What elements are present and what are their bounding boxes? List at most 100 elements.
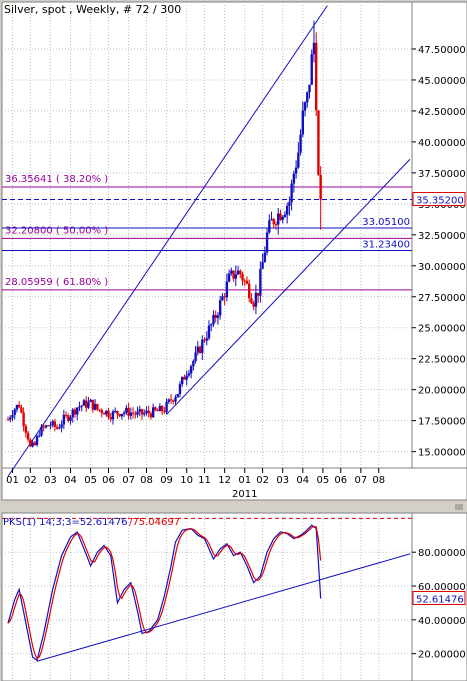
candle-body (154, 407, 157, 411)
candle-body (147, 410, 150, 414)
candle-body (232, 270, 235, 279)
time-tick-label: 04 (296, 475, 309, 486)
price-tick-label: 15.00000 (418, 448, 466, 459)
candle-body (189, 366, 193, 374)
time-tick-label: 05 (84, 475, 97, 486)
candle-body (71, 409, 74, 418)
candle-body (216, 315, 220, 319)
trend-line (166, 158, 411, 415)
candle-body (308, 84, 311, 93)
chart-title: Silver, spot , Weekly, # 72 / 300 (4, 3, 181, 16)
candle-body (299, 134, 302, 153)
price-tick-label: 40.00000 (418, 138, 466, 149)
candle-body (187, 373, 191, 376)
candle-body (181, 377, 184, 385)
candle-body (227, 273, 231, 282)
candle-body (201, 339, 204, 353)
candle-body (140, 409, 144, 415)
fib-level-label: 32.20800 ( 50.00% ) (5, 225, 108, 236)
candle-body (174, 397, 177, 402)
price-tick-label: 37.50000 (418, 169, 466, 180)
candle-body (91, 399, 95, 410)
candle-body (98, 409, 101, 411)
candle-body (256, 292, 260, 296)
candle-body (42, 426, 45, 428)
candle-body (221, 296, 224, 301)
candle-body (292, 173, 296, 184)
candle-body (107, 410, 110, 418)
candle-body (9, 417, 12, 420)
time-tick-label: 01 (6, 475, 19, 486)
main-price-axis (411, 1, 467, 469)
price-tick-label: 30.00000 (418, 262, 466, 273)
candle-body (55, 426, 59, 429)
candle-body (250, 298, 253, 304)
candle-body (73, 409, 77, 415)
time-tick-label: 11 (198, 475, 211, 486)
candle-body (203, 339, 206, 341)
candle-body (38, 435, 41, 437)
candle-body (223, 296, 226, 298)
time-tick-label: 08 (372, 475, 385, 486)
candle-body (78, 406, 81, 408)
candle-body (82, 400, 86, 406)
osc-k-line (7, 524, 322, 662)
oscillator-axis-labels: 20.00000 40.00000 60.00000 80.00000 52.61476 (412, 548, 466, 661)
price-tick-label: 20.00000 (418, 386, 466, 397)
candle-body (261, 262, 264, 269)
candle-body (239, 270, 242, 274)
candle-body (234, 274, 237, 279)
time-tick-label: 02 (256, 475, 269, 486)
oscillator-signal-value: /75.04697 (129, 517, 180, 528)
candle-body (109, 417, 112, 420)
candle-body (93, 404, 97, 410)
panel-splitter[interactable] (0, 502, 467, 511)
candle-body (58, 427, 61, 429)
candle-body (194, 352, 197, 361)
candle-body (143, 412, 146, 415)
candle-body (268, 220, 271, 233)
candle-body (196, 346, 200, 353)
time-tick-label: 08 (140, 475, 153, 486)
oscillator-lines (7, 524, 411, 662)
candle-body (297, 152, 300, 168)
price-tick-label: 27.50000 (418, 293, 466, 304)
candle-body (317, 110, 320, 175)
candle-body (254, 292, 258, 307)
candle-body (230, 270, 233, 274)
candle-body (252, 303, 255, 307)
candle-body (11, 415, 14, 418)
candle-body (136, 411, 139, 415)
time-tick-label: 02 (24, 475, 37, 486)
candle-body (84, 400, 88, 408)
candle-body (22, 412, 25, 427)
candle-body (44, 425, 48, 428)
candle-body (274, 224, 278, 226)
candle-body (33, 442, 36, 446)
candle-body (87, 402, 90, 408)
candle-body (185, 375, 188, 380)
price-tick-label: 42.50000 (418, 107, 466, 118)
candle-body (49, 425, 52, 427)
price-tick-label: 17.50000 (418, 417, 466, 428)
osc-tick-label: 60.00000 (418, 582, 466, 593)
candle-body (131, 412, 135, 414)
candle-body (281, 216, 284, 220)
candle-body (76, 407, 79, 415)
candle-body (279, 213, 282, 220)
trend-line (7, 5, 328, 477)
candle-body (303, 102, 307, 111)
candle-body (210, 324, 213, 326)
candle-body (105, 410, 108, 415)
candle-body (243, 280, 246, 282)
time-tick-label: 06 (102, 475, 115, 486)
splitter-grip-icon[interactable] (455, 504, 463, 510)
candle-body (145, 410, 148, 413)
candle-body (272, 219, 275, 225)
price-tick-label: 25.00000 (418, 324, 466, 335)
candle-body (212, 314, 215, 325)
candle-body (64, 414, 68, 416)
candle-body (118, 414, 121, 417)
candle-body (149, 413, 153, 418)
candle-body (236, 270, 240, 275)
